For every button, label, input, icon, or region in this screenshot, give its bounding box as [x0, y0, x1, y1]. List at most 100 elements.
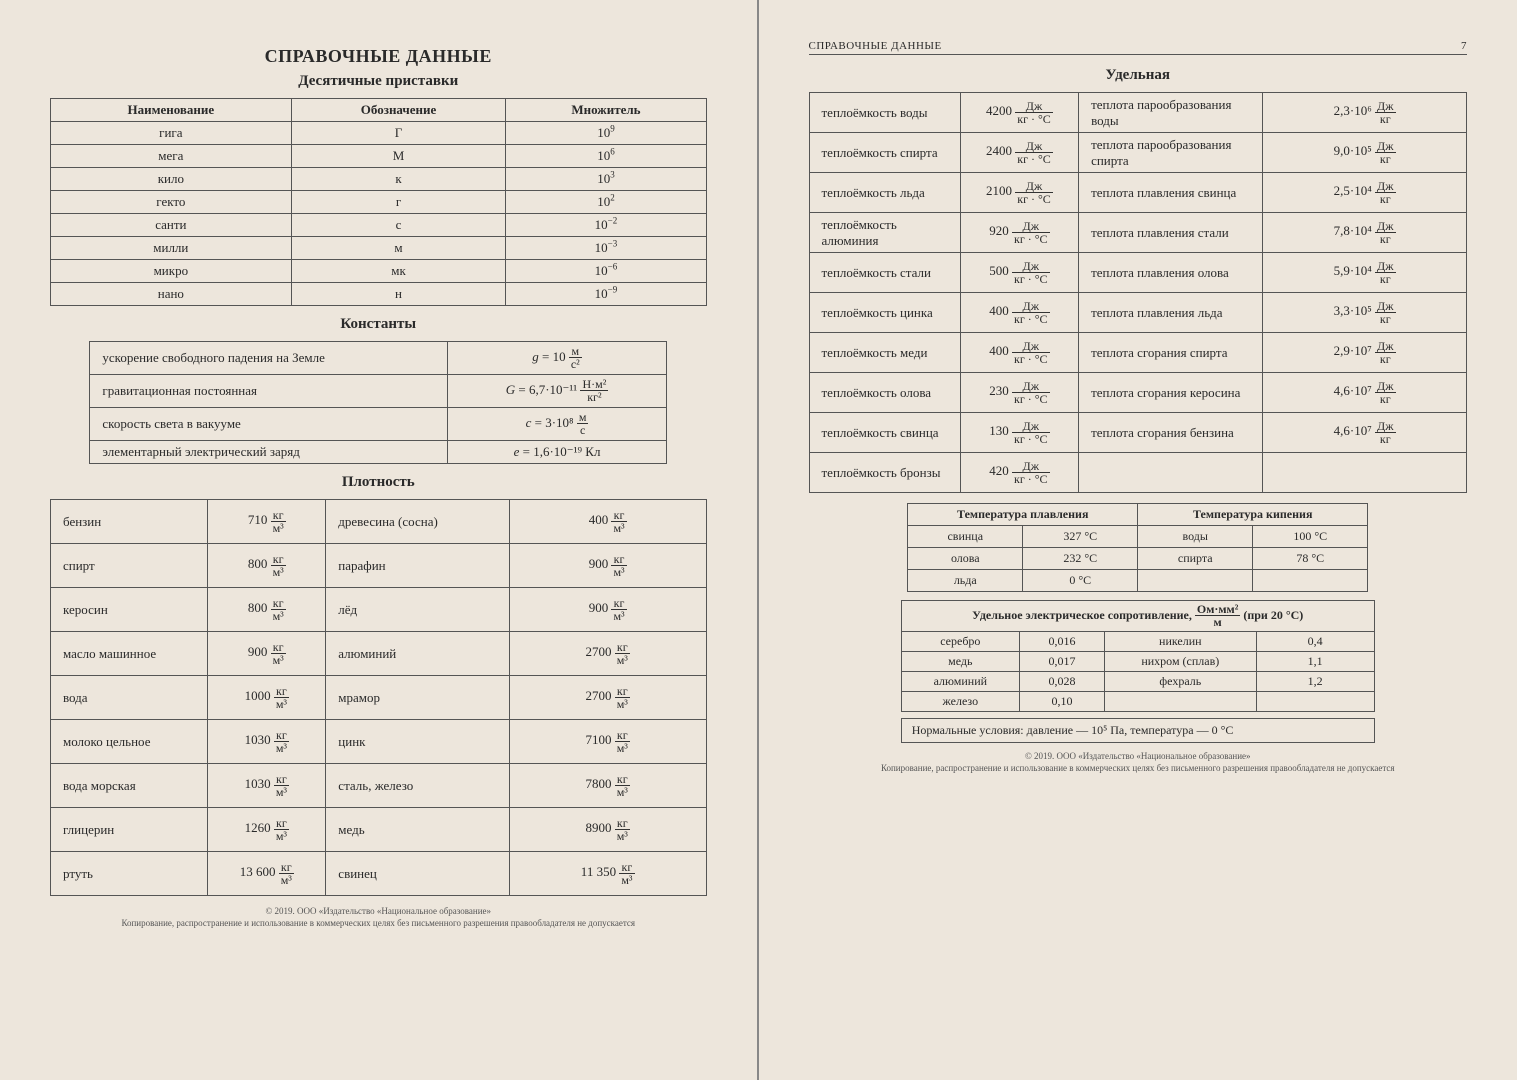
- table-row: килок103: [51, 168, 707, 191]
- specific-title: Удельная: [809, 67, 1468, 84]
- density-name: медь: [326, 808, 510, 852]
- density-val: 1260 кгм³: [208, 808, 326, 852]
- heat-val: 500 Джкг · °С: [960, 253, 1078, 293]
- density-name: древесина (сосна): [326, 500, 510, 544]
- heat-name: теплоёмкость спирта: [809, 133, 960, 173]
- heat-name: теплоёмкость стали: [809, 253, 960, 293]
- prefixes-title: Десятичные приставки: [50, 73, 707, 90]
- heat-val: 420 Джкг · °С: [960, 453, 1078, 493]
- table-row: гравитационная постояннаяG = 6,7·10⁻¹¹ Н…: [90, 375, 667, 408]
- temp-val: 78 °С: [1253, 548, 1368, 570]
- density-val: 800 кгм³: [208, 588, 326, 632]
- latent-val: 5,9·10⁴ Джкг: [1263, 253, 1467, 293]
- heat-name: теплоёмкость свинца: [809, 413, 960, 453]
- density-val: 7100 кгм³: [509, 720, 706, 764]
- density-val: 2700 кгм³: [509, 676, 706, 720]
- constants-title: Константы: [50, 316, 707, 333]
- resist-name: медь: [901, 652, 1019, 672]
- temp-val: [1253, 570, 1368, 592]
- density-val: 900 кгм³: [208, 632, 326, 676]
- table-row: миллим10−3: [51, 237, 707, 260]
- table-row: бензин710 кгм³древесина (сосна)400 кгм³: [51, 500, 707, 544]
- resist-val: 0,028: [1019, 672, 1104, 692]
- temp-name: льда: [908, 570, 1023, 592]
- const-label: ускорение свободного падения на Земле: [90, 342, 448, 375]
- table-row: сантис10−2: [51, 214, 707, 237]
- density-name: лёд: [326, 588, 510, 632]
- density-name: ртуть: [51, 852, 208, 896]
- heat-val: 920 Джкг · °С: [960, 213, 1078, 253]
- density-name: вода морская: [51, 764, 208, 808]
- prefix-mult: 10−2: [506, 214, 706, 237]
- latent-name: теплота сгорания спирта: [1079, 333, 1263, 373]
- const-label: элементарный электрический заряд: [90, 441, 448, 464]
- header-label: СПРАВОЧНЫЕ ДАННЫЕ: [809, 40, 942, 52]
- resist-val: 0,016: [1019, 632, 1104, 652]
- table-row: теплоёмкость алюминия920 Джкг · °Степлот…: [809, 213, 1467, 253]
- page-number: 7: [1461, 40, 1467, 52]
- prefix-sym: с: [291, 214, 506, 237]
- latent-name: теплота сгорания бензина: [1079, 413, 1263, 453]
- density-name: керосин: [51, 588, 208, 632]
- table-row: алюминий0,028фехраль1,2: [901, 672, 1374, 692]
- prefix-sym: Г: [291, 122, 506, 145]
- prefix-sym: мк: [291, 260, 506, 283]
- const-label: скорость света в вакууме: [90, 408, 448, 441]
- table-row: теплоёмкость меди400 Джкг · °Степлота сг…: [809, 333, 1467, 373]
- heat-name: теплоёмкость цинка: [809, 293, 960, 333]
- density-val: 400 кгм³: [509, 500, 706, 544]
- temp-name: олова: [908, 548, 1023, 570]
- right-page: СПРАВОЧНЫЕ ДАННЫЕ 7 Удельная теплоёмкост…: [759, 0, 1517, 1080]
- heat-val: 230 Джкг · °С: [960, 373, 1078, 413]
- density-val: 11 350 кгм³: [509, 852, 706, 896]
- table-row: свинца327 °Своды100 °С: [908, 526, 1368, 548]
- temp-name: [1138, 570, 1253, 592]
- heat-val: 2400 Джкг · °С: [960, 133, 1078, 173]
- latent-name: теплота плавления свинца: [1079, 173, 1263, 213]
- table-row: теплоёмкость льда2100 Джкг · °Степлота п…: [809, 173, 1467, 213]
- resist-val: [1256, 692, 1374, 712]
- prefix-mult: 109: [506, 122, 706, 145]
- col-mult: Множитель: [506, 99, 706, 122]
- resist-name: алюминий: [901, 672, 1019, 692]
- density-name: вода: [51, 676, 208, 720]
- density-val: 1000 кгм³: [208, 676, 326, 720]
- temp-name: спирта: [1138, 548, 1253, 570]
- table-row: спирт800 кгм³парафин900 кгм³: [51, 544, 707, 588]
- density-name: сталь, железо: [326, 764, 510, 808]
- table-row: гектог102: [51, 191, 707, 214]
- density-name: спирт: [51, 544, 208, 588]
- heat-name: теплоёмкость льда: [809, 173, 960, 213]
- density-val: 7800 кгм³: [509, 764, 706, 808]
- footer-left: © 2019. ООО «Издательство «Национальное …: [50, 906, 707, 929]
- density-name: алюминий: [326, 632, 510, 676]
- constants-table: ускорение свободного падения на Землеg =…: [89, 341, 667, 464]
- resist-val: 0,10: [1019, 692, 1104, 712]
- latent-val: 2,9·10⁷ Джкг: [1263, 333, 1467, 373]
- table-row: теплоёмкость бронзы420 Джкг · °С: [809, 453, 1467, 493]
- resist-name: железо: [901, 692, 1019, 712]
- density-table: бензин710 кгм³древесина (сосна)400 кгм³с…: [50, 499, 707, 896]
- resist-name: нихром (сплав): [1105, 652, 1256, 672]
- resist-val: 0,4: [1256, 632, 1374, 652]
- density-val: 900 кгм³: [509, 588, 706, 632]
- const-label: гравитационная постоянная: [90, 375, 448, 408]
- temp-name: свинца: [908, 526, 1023, 548]
- table-row: теплоёмкость воды4200 Джкг · °Степлота п…: [809, 93, 1467, 133]
- normal-conditions: Нормальные условия: давление — 10⁵ Па, т…: [901, 718, 1375, 743]
- heat-val: 130 Джкг · °С: [960, 413, 1078, 453]
- prefix-sym: м: [291, 237, 506, 260]
- heat-val: 4200 Джкг · °С: [960, 93, 1078, 133]
- latent-val: 9,0·10⁵ Джкг: [1263, 133, 1467, 173]
- table-row: теплоёмкость спирта2400 Джкг · °Степлота…: [809, 133, 1467, 173]
- temp-val: 232 °С: [1023, 548, 1138, 570]
- density-name: масло машинное: [51, 632, 208, 676]
- table-row: керосин800 кгм³лёд900 кгм³: [51, 588, 707, 632]
- prefix-mult: 10−3: [506, 237, 706, 260]
- heat-val: 400 Джкг · °С: [960, 293, 1078, 333]
- table-row: гигаГ109: [51, 122, 707, 145]
- footer-notice: Копирование, распространение и использов…: [50, 918, 707, 930]
- density-name: свинец: [326, 852, 510, 896]
- col-name: Наименование: [51, 99, 292, 122]
- temp-val: 327 °С: [1023, 526, 1138, 548]
